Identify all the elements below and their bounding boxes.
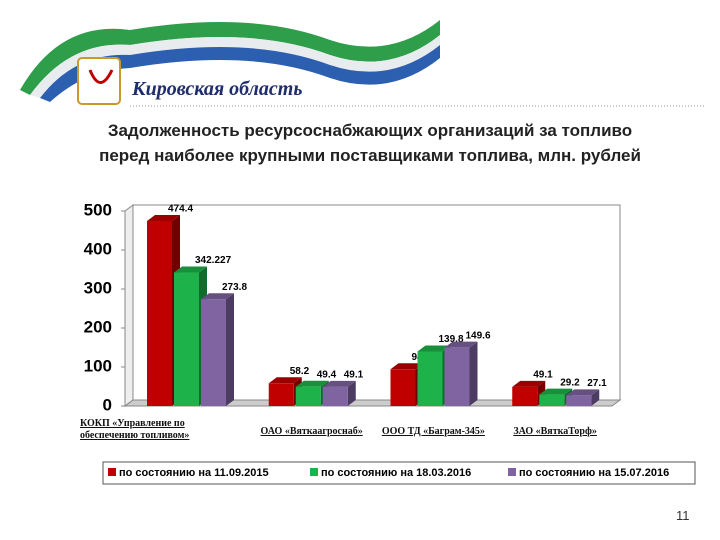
banner-blue bbox=[40, 45, 440, 102]
bar bbox=[268, 383, 294, 406]
banner-white bbox=[30, 35, 440, 98]
legend-label: по состоянию на 15.07.2016 bbox=[519, 467, 669, 479]
x-tick-label: КОКП «Управление по обеспечению топливом… bbox=[80, 418, 190, 441]
value-label: 49.1 bbox=[344, 369, 364, 380]
legend-swatch bbox=[310, 468, 318, 476]
bar-top bbox=[147, 214, 180, 221]
legend-box bbox=[102, 461, 696, 485]
bar-top bbox=[201, 293, 234, 300]
bar-top bbox=[566, 389, 600, 396]
bar-top bbox=[174, 266, 207, 273]
legend-label: по состоянию на 18.03.2016 bbox=[321, 467, 471, 479]
bar bbox=[512, 386, 538, 406]
bar bbox=[201, 299, 226, 406]
bar bbox=[390, 369, 416, 406]
y-tick-label: 400 bbox=[84, 239, 112, 258]
y-tick-label: 100 bbox=[84, 356, 112, 375]
bar-side bbox=[591, 389, 600, 406]
bar-top bbox=[444, 341, 478, 348]
x-tick-label: ООО ТД «Баграм-345» bbox=[381, 426, 485, 437]
bar-top bbox=[295, 380, 329, 387]
legend-label: по состоянию на 11.09.2015 bbox=[119, 467, 269, 479]
value-label: 273.8 bbox=[222, 282, 247, 293]
y-tick-label: 0 bbox=[103, 395, 112, 414]
y-tick-label: 200 bbox=[84, 317, 112, 336]
page-number: 11 bbox=[676, 508, 690, 523]
bar bbox=[566, 395, 592, 406]
legend-swatch bbox=[508, 468, 516, 476]
banner-green bbox=[20, 20, 440, 95]
x-tick-label: ОАО «Вяткаагроснаб» bbox=[260, 426, 363, 437]
value-label: 58.2 bbox=[290, 366, 310, 377]
bar-top bbox=[322, 380, 356, 387]
bar bbox=[417, 351, 443, 406]
bar bbox=[174, 272, 199, 406]
x-tick-label: ЗАО «ВяткаТорф» bbox=[513, 426, 597, 437]
value-label: 149.6 bbox=[466, 330, 491, 341]
value-label: 474.4 bbox=[168, 204, 193, 215]
value-label: 27.1 bbox=[587, 378, 607, 389]
value-label: 342.227 bbox=[195, 255, 232, 266]
value-label: 29.2 bbox=[560, 377, 580, 388]
y-tick-label: 500 bbox=[84, 200, 112, 219]
bar-top bbox=[512, 380, 546, 387]
bar bbox=[147, 220, 172, 406]
legend-swatch bbox=[108, 468, 116, 476]
bar-side bbox=[347, 380, 356, 406]
value-label: 49.1 bbox=[533, 369, 553, 380]
y-tick-label: 300 bbox=[84, 278, 112, 297]
value-label: 139.8 bbox=[439, 334, 464, 345]
bar-side bbox=[226, 293, 234, 406]
chart-title: Задолженность ресурсоснабжающих организа… bbox=[99, 121, 641, 165]
bar bbox=[295, 386, 321, 406]
side-wall bbox=[124, 204, 134, 407]
bar-top bbox=[417, 345, 451, 352]
header-title: Кировская область bbox=[132, 78, 303, 100]
bar-top bbox=[268, 377, 302, 384]
bar-top bbox=[390, 363, 424, 370]
bar bbox=[322, 386, 348, 406]
coat-of-arms-bow bbox=[88, 69, 114, 84]
bar bbox=[539, 394, 565, 406]
bar-side bbox=[469, 341, 478, 406]
value-label: 49.4 bbox=[317, 369, 337, 380]
bar bbox=[444, 347, 470, 406]
bar-top bbox=[539, 388, 573, 395]
